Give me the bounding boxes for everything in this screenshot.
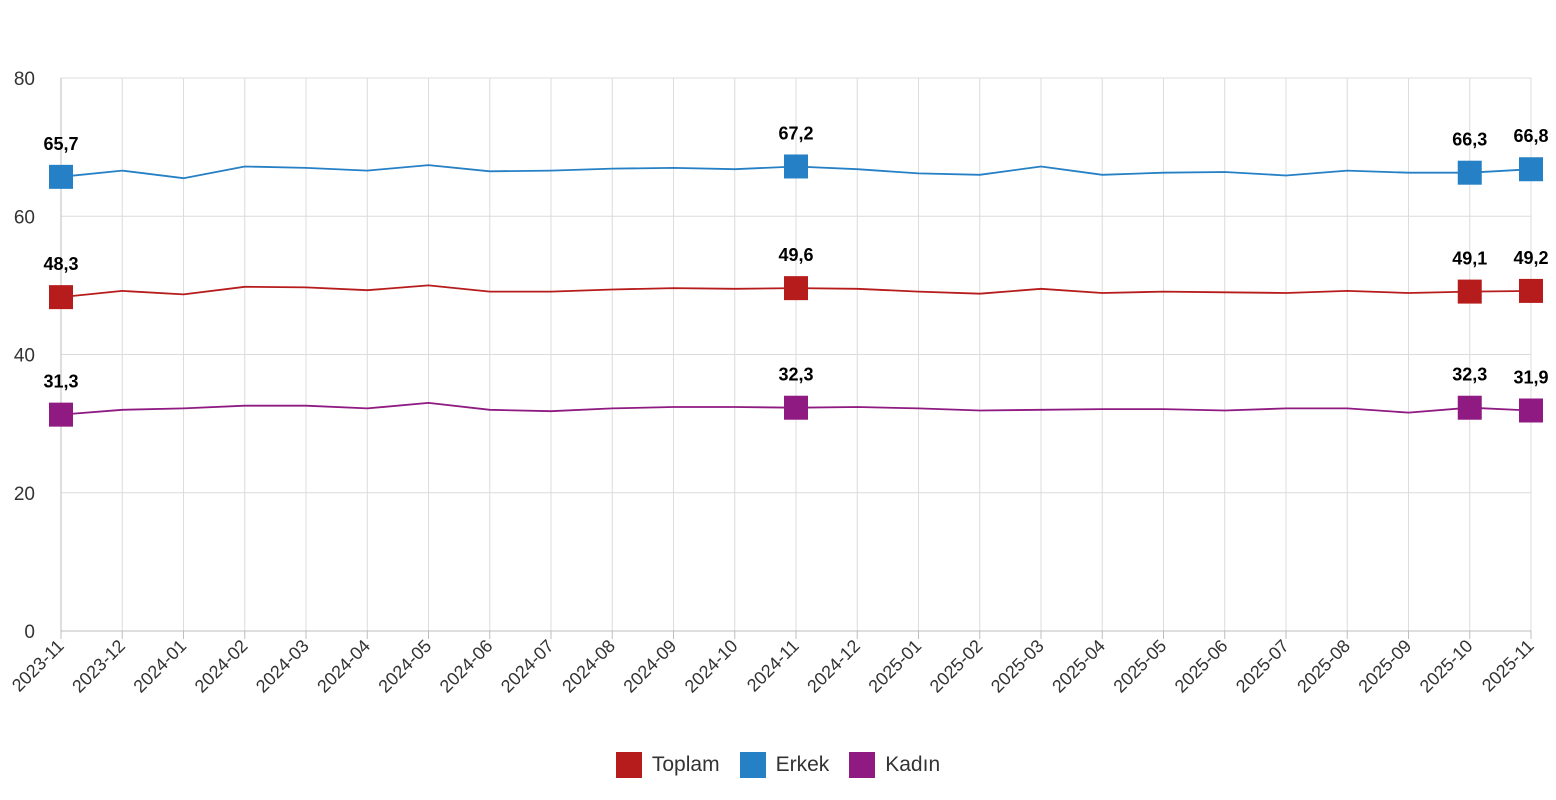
y-tick-label: 40 — [14, 346, 35, 367]
x-tick-label: 2024-02 — [191, 636, 252, 697]
data-label-toplam: 49,2 — [1513, 248, 1548, 268]
legend-item-kadin[interactable]: Kadın — [849, 752, 940, 778]
y-tick-label: 20 — [14, 484, 35, 505]
legend-item-toplam[interactable]: Toplam — [615, 752, 720, 778]
data-label-toplam: 49,1 — [1452, 249, 1487, 269]
x-tick-label: 2024-03 — [252, 636, 313, 697]
data-marker-toplam — [49, 285, 73, 310]
data-marker-erkek — [784, 154, 808, 179]
y-tick-label: 80 — [14, 69, 35, 90]
legend-swatch-toplam — [615, 752, 642, 778]
data-marker-kadin — [1457, 395, 1482, 420]
x-tick-label: 2024-12 — [803, 636, 864, 697]
data-marker-toplam — [1519, 278, 1543, 303]
data-label-toplam: 49,6 — [778, 245, 813, 265]
data-label-erkek: 65,7 — [43, 134, 78, 154]
x-tick-label: 2023-12 — [68, 636, 129, 697]
x-tick-label: 2025-11 — [1478, 636, 1538, 696]
x-tick-label: 2024-01 — [129, 636, 190, 697]
data-marker-toplam — [1457, 279, 1482, 304]
legend-label-kadin: Kadın — [885, 753, 941, 776]
x-tick-label: 2024-09 — [619, 636, 680, 697]
legend-label-erkek: Erkek — [775, 753, 830, 776]
x-tick-label: 2025-04 — [1048, 636, 1109, 697]
x-tick-label: 2024-05 — [374, 636, 435, 697]
data-marker-kadin — [49, 402, 73, 427]
x-tick-label: 2024-06 — [436, 636, 497, 697]
data-label-toplam: 48,3 — [43, 254, 78, 274]
data-marker-erkek — [1457, 160, 1482, 185]
series-toplam — [49, 276, 1543, 310]
x-tick-label: 2025-06 — [1171, 636, 1232, 697]
x-tick-label: 2025-08 — [1293, 636, 1354, 697]
data-label-erkek: 67,2 — [778, 123, 813, 143]
x-tick-label: 2024-07 — [497, 636, 558, 697]
data-label-erkek: 66,8 — [1513, 126, 1548, 146]
data-labels: 48,3 49,6 49,1 49,2 65,7 67,2 66,3 66,8 31,3 32,3… — [43, 123, 1548, 391]
x-tick-label: 2024-04 — [313, 636, 374, 697]
data-label-kadin: 31,3 — [43, 372, 78, 392]
series-kadin — [49, 395, 1543, 427]
x-tick-label: 2025-07 — [1232, 636, 1293, 697]
series-erkek — [49, 154, 1543, 189]
data-label-kadin: 32,3 — [778, 365, 813, 385]
data-marker-kadin — [1519, 398, 1543, 423]
x-tick-label: 2023-11 — [8, 636, 68, 696]
x-tick-label: 2025-10 — [1416, 636, 1477, 697]
y-tick-label: 60 — [14, 207, 35, 228]
data-label-kadin: 31,9 — [1513, 367, 1548, 387]
x-tick-label: 2024-08 — [558, 636, 619, 697]
legend-label-toplam: Toplam — [651, 753, 720, 776]
data-marker-erkek — [1519, 157, 1543, 182]
x-tick-label: 2025-09 — [1354, 636, 1415, 697]
x-tick-label: 2024-10 — [681, 636, 742, 697]
x-tick-label: 2025-03 — [987, 636, 1048, 697]
data-label-erkek: 66,3 — [1452, 130, 1487, 150]
x-tick-label: 2024-11 — [743, 636, 803, 696]
data-marker-kadin — [784, 395, 808, 420]
data-marker-toplam — [784, 276, 808, 301]
legend-swatch-erkek — [739, 752, 766, 778]
data-label-kadin: 32,3 — [1452, 365, 1487, 385]
legend-item-erkek[interactable]: Erkek — [739, 752, 830, 778]
x-tick-label: 2025-05 — [1109, 636, 1170, 697]
series-group — [49, 154, 1543, 427]
x-tick-label: 2025-01 — [864, 636, 925, 697]
y-tick-label: 0 — [24, 622, 35, 643]
x-tick-label: 2025-02 — [926, 636, 987, 697]
legend: Toplam Erkek Kadın — [0, 752, 1556, 778]
data-marker-erkek — [49, 164, 73, 189]
legend-swatch-kadin — [849, 752, 876, 778]
